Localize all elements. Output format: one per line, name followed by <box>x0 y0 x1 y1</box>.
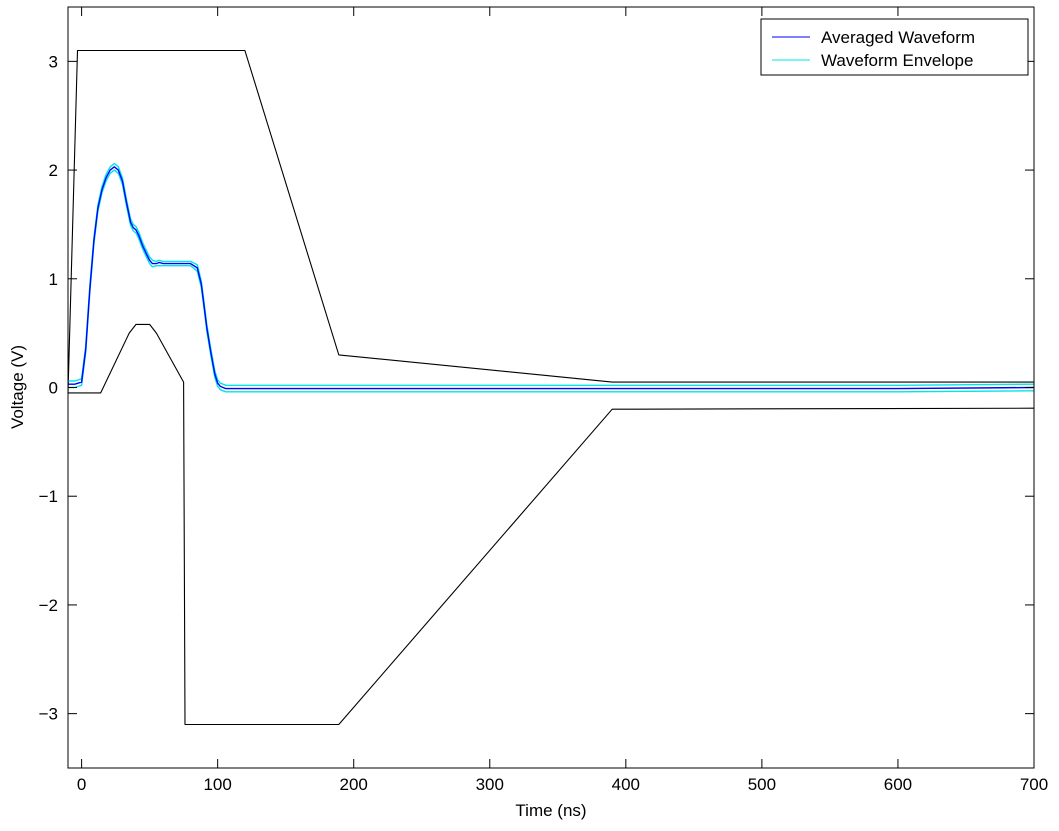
x-tick-label: 500 <box>748 775 776 794</box>
y-tick-label: −3 <box>39 705 58 724</box>
legend-label-waveform-envelope: Waveform Envelope <box>821 51 973 70</box>
series-line-series-4 <box>68 323 1035 726</box>
series-line-averaged-waveform <box>68 166 1035 390</box>
plot-background <box>68 7 1034 768</box>
series-line-series-3 <box>67 49 1034 393</box>
y-tick-label: 3 <box>49 52 58 71</box>
y-axis-title: Voltage (V) <box>8 345 27 429</box>
tick-layer: 0 100 200 300 400 500 600 700 −3 −2 −1 0 1 2 3 <box>39 7 1048 794</box>
legend: Averaged Waveform Waveform Envelope <box>760 18 1029 76</box>
y-tick-label: −1 <box>39 487 58 506</box>
legend-box <box>760 18 1029 76</box>
x-tick-label: 300 <box>476 775 504 794</box>
series-line-series-2 <box>68 162 1035 386</box>
x-tick-label: 400 <box>612 775 640 794</box>
x-tick-label: 700 <box>1020 775 1048 794</box>
series-line-waveform-envelope <box>68 169 1035 393</box>
x-axis-title: Time (ns) <box>515 801 586 820</box>
x-tick-label: 600 <box>884 775 912 794</box>
legend-label-averaged-waveform: Averaged Waveform <box>821 28 975 47</box>
series-layer <box>67 49 1035 726</box>
x-tick-label: 0 <box>77 775 86 794</box>
y-tick-label: 2 <box>49 161 58 180</box>
y-tick-label: 1 <box>49 270 58 289</box>
x-tick-label: 100 <box>203 775 231 794</box>
y-tick-label: 0 <box>49 379 58 398</box>
y-tick-label: −2 <box>39 596 58 615</box>
x-tick-label: 200 <box>340 775 368 794</box>
